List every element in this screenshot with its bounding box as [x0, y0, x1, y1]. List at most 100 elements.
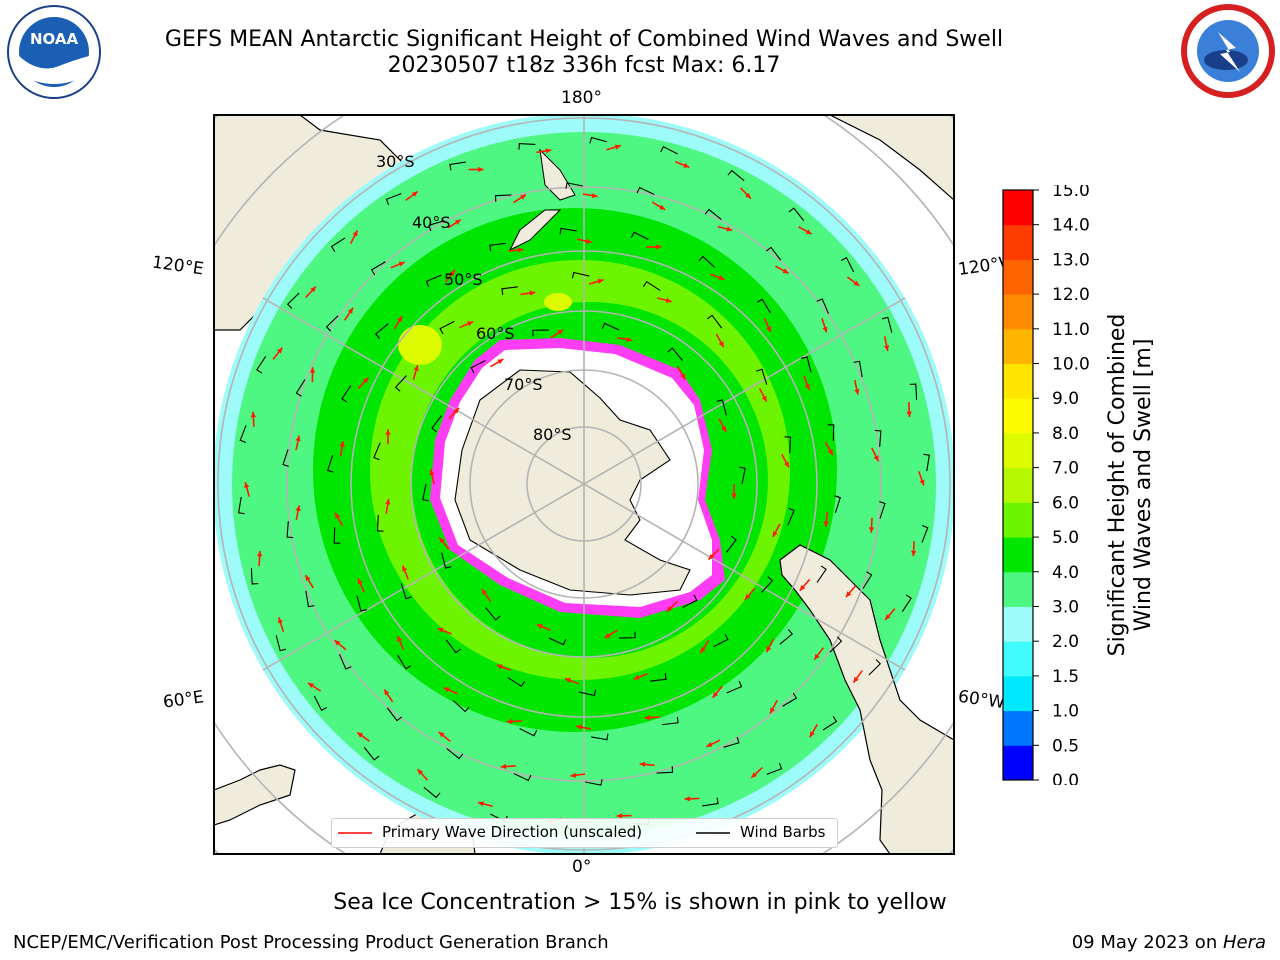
wind-barb — [765, 246, 782, 261]
colorbar-tick-label: 1.0 — [1052, 702, 1079, 722]
wave-arrow-head — [804, 383, 810, 390]
wave-arrow-head — [481, 589, 488, 595]
wave-arrow-head — [453, 407, 460, 414]
wind-barb — [698, 255, 716, 268]
wave-arrow-head — [429, 469, 435, 476]
colorbar-tick-label: 13.0 — [1052, 250, 1090, 270]
antarctica — [430, 338, 725, 618]
wave-arrow-head — [339, 441, 345, 448]
colorbar-box — [1003, 363, 1033, 399]
wind-barb — [494, 194, 512, 202]
wave-arrow-head — [545, 148, 552, 154]
wind-barb — [441, 552, 452, 569]
footer-machine: Hera — [1222, 932, 1266, 953]
wave-arrow-head — [614, 144, 621, 150]
wind-barb — [901, 594, 912, 612]
colorbar-tick-label: 5.0 — [1052, 528, 1079, 548]
wind-barb — [756, 368, 768, 385]
wind-barb — [650, 673, 667, 682]
nws-logo — [1181, 4, 1275, 98]
map-legend: Primary Wave Direction (unscaled) Wind B… — [331, 818, 838, 848]
wave-arrow-head — [665, 297, 672, 303]
wave-arrow-head — [868, 527, 875, 533]
wave-arrow-head — [809, 731, 815, 738]
graticule — [214, 115, 954, 854]
wind-barb — [667, 347, 683, 361]
chart-title: GEFS MEAN Antarctic Significant Height o… — [164, 27, 1004, 52]
wind-barb — [501, 286, 518, 295]
wave-arrow-head — [919, 479, 925, 486]
wind-barb — [439, 320, 455, 335]
colorbar-label: Significant Height of Combined Wind Wave… — [1100, 190, 1160, 780]
wind-barb — [788, 207, 805, 221]
wind-barb — [295, 379, 306, 397]
wind-barb — [428, 220, 445, 232]
wave-arrow-head — [712, 691, 719, 698]
colorbar-tick-label: 9.0 — [1052, 389, 1079, 409]
colorbar-tick-label: 1.5 — [1052, 667, 1079, 687]
wave-arrow-head — [744, 594, 751, 600]
wind-barb — [338, 654, 352, 670]
wave-arrow-head — [357, 732, 364, 738]
chart-subtitle: 20230507 t18z 336h fcst Max: 6.17 — [387, 53, 781, 78]
colorbar-tick-label: 11.0 — [1052, 320, 1090, 340]
colorbar-box — [1003, 537, 1033, 573]
wind-barb — [782, 692, 798, 707]
wind-barb — [394, 375, 407, 392]
colorbar-box — [1003, 502, 1033, 538]
wave-arrow-head — [362, 377, 369, 384]
wind-barb — [713, 633, 729, 648]
wind-barb — [739, 466, 746, 485]
wind-barb — [446, 748, 464, 760]
wind-barb — [726, 680, 743, 694]
wave-arrow-head — [536, 624, 543, 629]
wave-arrow-head — [718, 341, 724, 348]
wave-arrow-head — [822, 326, 828, 333]
wave-arrow-head — [250, 411, 256, 418]
wind-barb — [589, 136, 608, 144]
wave-arrow-head — [413, 365, 419, 372]
wind-barb — [422, 483, 429, 502]
wave-arrow-head — [411, 191, 418, 197]
wind-barbs — [238, 136, 930, 832]
footer-branch: NCEP/EMC/Verification Post Processing Pr… — [13, 932, 609, 953]
wave-arrow-head — [585, 238, 592, 244]
wave-arrow-head — [633, 674, 640, 680]
wave-arrow-head — [799, 584, 806, 591]
wave-arrow-head — [398, 261, 405, 267]
wave-arrow-head — [805, 229, 812, 235]
wave-direction-legend-line — [338, 832, 372, 834]
legend-wave-label: Primary Wave Direction (unscaled) — [382, 823, 643, 841]
wave-arrow-head — [347, 307, 353, 314]
wind-barb — [256, 356, 267, 374]
wind-barb — [578, 689, 597, 697]
wave-arrow-head — [644, 714, 651, 721]
wind-barb — [881, 316, 893, 333]
colorbar-tick-label: 0.5 — [1052, 736, 1079, 756]
wind-barb — [725, 535, 737, 553]
lon-label-60w: 60°W — [956, 686, 1007, 714]
colorbar-tick-label: 3.0 — [1052, 597, 1079, 617]
colorbar-ticks: 15.0 14.0 13.0 12.0 11.0 10.0 9.0 8.0 7.0 6.0 5.0 4… — [1033, 185, 1090, 785]
wave-arrow-head — [766, 326, 771, 333]
wave-arrow-head — [497, 359, 504, 365]
wave-arrow-head — [873, 455, 879, 462]
wind-barb — [425, 274, 442, 288]
colorbar-tick-label: 10.0 — [1052, 355, 1090, 375]
colorbar-frame — [1002, 189, 1034, 781]
wave-arrow-head — [616, 813, 623, 819]
wave-arrow-head — [814, 653, 820, 660]
colorbar-tick-label: 6.0 — [1052, 493, 1079, 513]
wind-barb — [761, 576, 774, 593]
wave-arrow-head — [277, 617, 283, 624]
colorbar-box — [1003, 710, 1033, 746]
colorbar-tick-label: 7.0 — [1052, 459, 1079, 479]
wind-barb — [452, 700, 470, 713]
colorbar-tick-label: 12.0 — [1052, 285, 1090, 305]
wave-arrow-head — [397, 316, 403, 323]
wind-barb — [704, 208, 722, 220]
wind-barb — [921, 524, 929, 543]
colorbar-tick-label: 8.0 — [1052, 424, 1079, 444]
colorbar-box — [1003, 467, 1033, 503]
colorbar-box — [1003, 328, 1033, 365]
